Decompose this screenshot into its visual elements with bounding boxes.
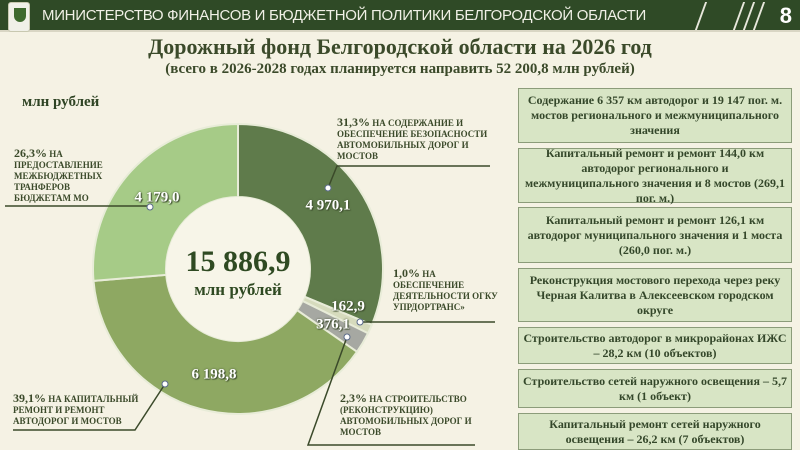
leader-line (327, 165, 490, 189)
donut-hole (166, 197, 310, 341)
leader-dot (324, 184, 332, 192)
info-box: Капитальный ремонт и ремонт 144,0 км авт… (518, 146, 792, 205)
slice-legend-label: 2,3% на строительство (реконструкцию) ав… (340, 391, 472, 437)
leader-lines (5, 165, 495, 446)
coat-of-arms-logo (8, 2, 30, 32)
total-value: 15 886,9 (185, 245, 291, 278)
slide-title: Дорожный фонд Белгородской области на 20… (148, 34, 652, 59)
slice-value-label: 4 970,1 (305, 197, 351, 214)
leader-line (306, 336, 475, 446)
slice-legend-label: 1,0% на обеспечение деятельности ОГКУ Уп… (393, 266, 498, 312)
leader-line (13, 383, 166, 431)
slice-value-label: 4 179,0 (134, 189, 180, 206)
header-bar: МИНИСТЕРСТВО ФИНАНСОВ И БЮДЖЕТНОЙ ПОЛИТИ… (0, 0, 800, 32)
leader-dot (356, 318, 364, 326)
leader-dot (146, 203, 154, 211)
page-number: 8 (779, 3, 792, 28)
info-box: Капитальный ремонт сетей наружного освещ… (518, 413, 792, 450)
info-box: Реконструкция мостового перехода через р… (518, 268, 792, 322)
info-box: Содержание 6 357 км автодорог и 19 147 п… (518, 88, 792, 143)
unit-label: млн рублей (22, 94, 100, 110)
slice-value-label: 376,1 (316, 316, 350, 333)
info-box: Строительство сетей наружного освещения … (518, 369, 792, 408)
info-box: Строительство автодорог в микрорайонах И… (518, 327, 792, 364)
leader-dot (161, 380, 169, 388)
total-unit: млн рублей (194, 280, 282, 299)
ministry-title: МИНИСТЕРСТВО ФИНАНСОВ И БЮДЖЕТНОЙ ПОЛИТИ… (42, 7, 646, 24)
slide-subtitle: (всего в 2026-2028 годах планируется нап… (165, 61, 635, 77)
info-box: Капитальный ремонт и ремонт 126,1 км авт… (518, 207, 792, 263)
slice-legend-label: 39,1% на капитальный ремонт и ремонт авт… (13, 391, 139, 426)
slice-value-label: 162,9 (331, 298, 365, 315)
slice-legend-label: 26,3% на предоставление межбюджетных тра… (14, 146, 103, 203)
leader-dot (343, 333, 351, 341)
slice-legend-label: 31,3% на содержание и обеспечение безопа… (337, 115, 488, 161)
slice-value-label: 6 198,8 (191, 366, 237, 383)
